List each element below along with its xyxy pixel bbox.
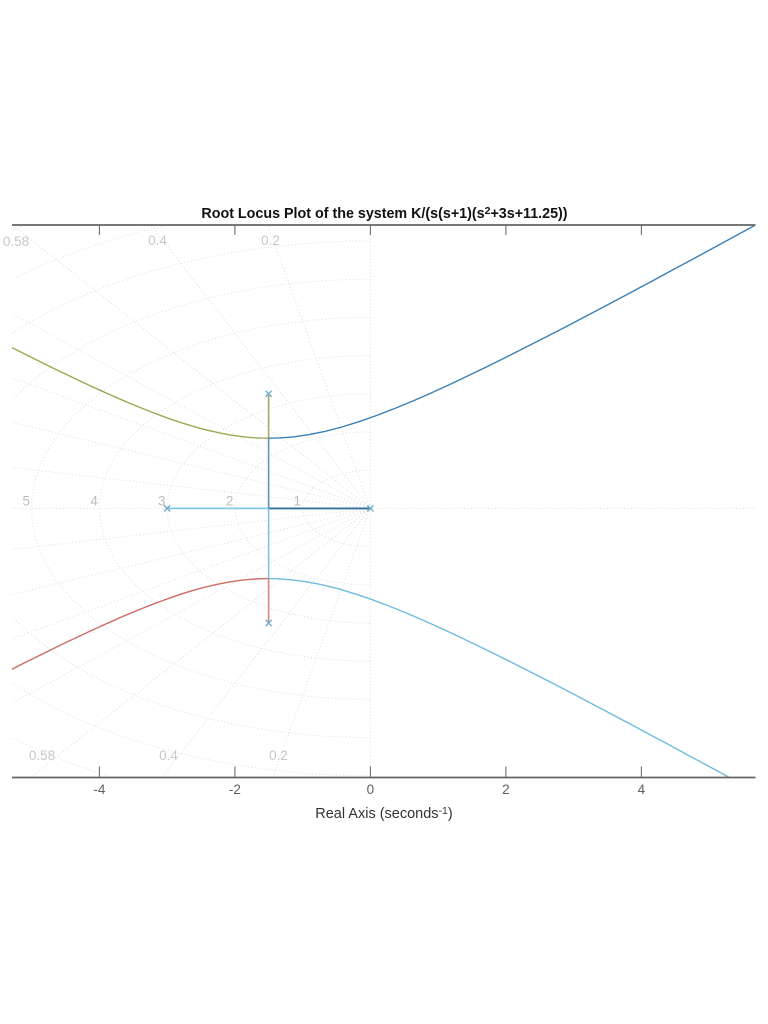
svg-text:3: 3	[158, 494, 166, 509]
svg-text:0.4: 0.4	[159, 748, 178, 763]
svg-text:Root Locus Plot of the system: Root Locus Plot of the system K/(s(s+1)(…	[201, 205, 567, 222]
svg-text:0.58: 0.58	[29, 748, 55, 763]
svg-text:0.2: 0.2	[261, 233, 280, 248]
svg-text:0.2: 0.2	[269, 748, 288, 763]
svg-text:-4: -4	[93, 782, 105, 797]
svg-text:2: 2	[502, 782, 510, 797]
svg-text:0.58: 0.58	[3, 234, 29, 249]
svg-text:4: 4	[90, 494, 98, 509]
svg-text:2: 2	[226, 494, 234, 509]
svg-text:5: 5	[23, 494, 31, 509]
svg-text:0: 0	[367, 782, 375, 797]
svg-text:1: 1	[294, 494, 302, 509]
svg-text:4: 4	[638, 782, 646, 797]
svg-text:0.4: 0.4	[148, 233, 167, 248]
svg-text:Real Axis (seconds-1): Real Axis (seconds-1)	[315, 805, 453, 822]
svg-text:-2: -2	[229, 782, 241, 797]
